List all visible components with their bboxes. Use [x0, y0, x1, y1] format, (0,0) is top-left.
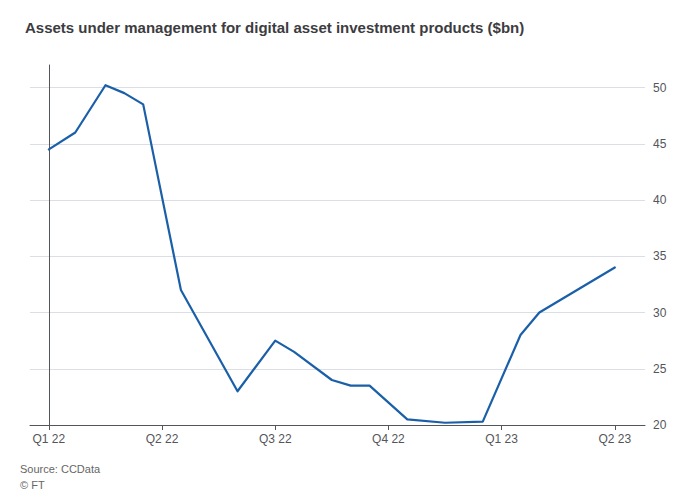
svg-text:40: 40 — [653, 193, 667, 207]
svg-text:35: 35 — [653, 249, 667, 263]
svg-text:© FT: © FT — [20, 479, 45, 491]
svg-text:Q1 22: Q1 22 — [33, 432, 66, 446]
svg-text:20: 20 — [653, 418, 667, 432]
svg-text:45: 45 — [653, 137, 667, 151]
svg-text:30: 30 — [653, 306, 667, 320]
svg-text:Q2 23: Q2 23 — [598, 432, 631, 446]
svg-text:Assets under management for di: Assets under management for digital asse… — [25, 19, 524, 36]
svg-text:Q2 22: Q2 22 — [146, 432, 179, 446]
svg-text:25: 25 — [653, 362, 667, 376]
svg-text:Q3 22: Q3 22 — [259, 432, 292, 446]
svg-text:Q4 22: Q4 22 — [372, 432, 405, 446]
svg-text:50: 50 — [653, 81, 667, 95]
svg-text:Source: CCData: Source: CCData — [20, 463, 101, 475]
svg-text:Q1 23: Q1 23 — [485, 432, 518, 446]
